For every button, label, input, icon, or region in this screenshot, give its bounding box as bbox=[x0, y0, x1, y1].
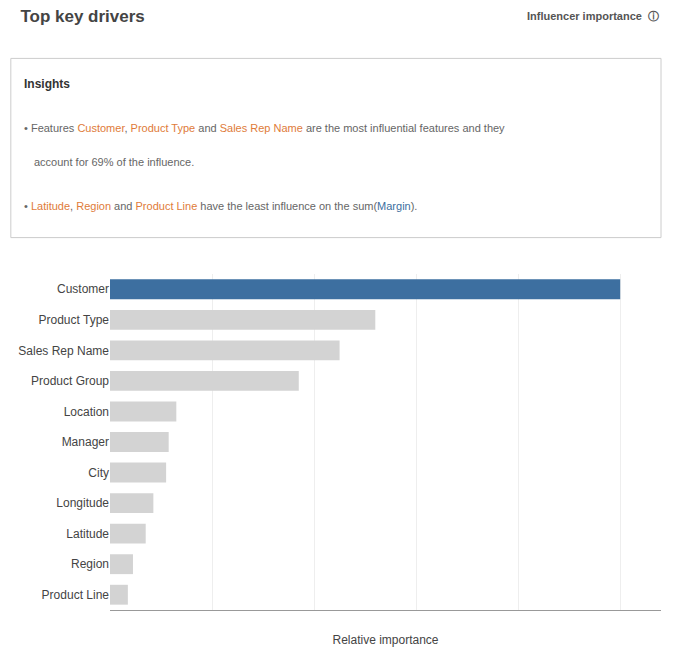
svg-text:Location: Location bbox=[64, 405, 109, 419]
svg-text:Longitude: Longitude bbox=[56, 496, 109, 510]
svg-text:• Latitude, Region and Product: • Latitude, Region and Product Line have… bbox=[24, 200, 417, 212]
svg-text:• Features Customer, Product T: • Features Customer, Product Type and Sa… bbox=[24, 122, 505, 134]
svg-text:account for 69% of the influen: account for 69% of the influence. bbox=[34, 156, 194, 168]
svg-text:Latitude: Latitude bbox=[66, 527, 109, 541]
svg-text:Manager: Manager bbox=[62, 435, 109, 449]
svg-text:Product Type: Product Type bbox=[39, 313, 110, 327]
svg-text:Insights: Insights bbox=[24, 77, 70, 91]
svg-text:Region: Region bbox=[71, 557, 109, 571]
svg-text:Product Group: Product Group bbox=[31, 374, 109, 388]
svg-text:Customer: Customer bbox=[57, 282, 109, 296]
svg-text:Influencer importance ⓘ: Influencer importance ⓘ bbox=[527, 10, 659, 22]
svg-text:Product Line: Product Line bbox=[42, 588, 110, 602]
svg-text:Relative importance: Relative importance bbox=[332, 633, 438, 647]
svg-text:Top key drivers: Top key drivers bbox=[20, 7, 144, 26]
svg-text:City: City bbox=[88, 466, 109, 480]
svg-text:Sales Rep Name: Sales Rep Name bbox=[18, 344, 109, 358]
